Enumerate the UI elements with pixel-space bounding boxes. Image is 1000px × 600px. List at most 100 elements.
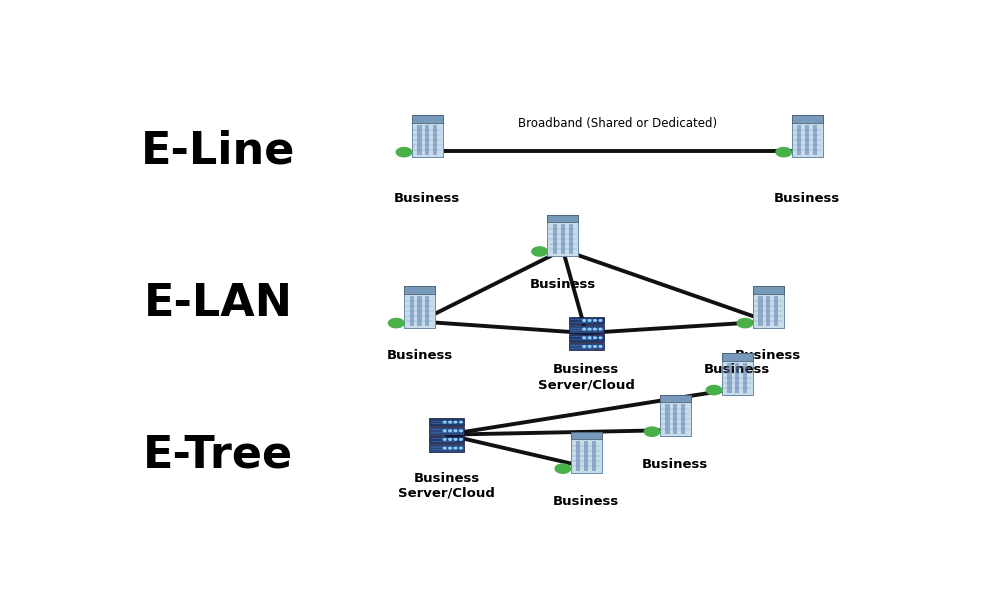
Bar: [660, 395, 691, 402]
Circle shape: [396, 148, 412, 157]
Bar: [753, 286, 784, 328]
Circle shape: [443, 439, 446, 440]
Circle shape: [644, 427, 660, 436]
Circle shape: [599, 346, 602, 347]
Bar: [722, 353, 753, 361]
Circle shape: [594, 346, 596, 347]
Text: Business: Business: [386, 349, 453, 362]
Bar: [774, 296, 778, 326]
Bar: [429, 427, 464, 434]
Bar: [727, 362, 732, 392]
Circle shape: [588, 337, 591, 338]
Circle shape: [588, 346, 591, 347]
Bar: [805, 125, 809, 155]
Circle shape: [599, 337, 602, 338]
Text: Business
Server/Cloud: Business Server/Cloud: [398, 472, 495, 500]
Bar: [797, 125, 801, 155]
Circle shape: [460, 430, 462, 431]
Bar: [569, 325, 604, 333]
Bar: [412, 115, 443, 157]
Circle shape: [460, 447, 462, 449]
Bar: [665, 404, 670, 434]
Circle shape: [443, 447, 446, 449]
Circle shape: [454, 421, 457, 423]
Text: Business: Business: [642, 458, 708, 471]
Text: Business: Business: [735, 349, 801, 362]
Circle shape: [449, 430, 452, 431]
Bar: [569, 343, 604, 350]
Text: Business: Business: [394, 192, 460, 205]
Bar: [792, 115, 822, 157]
Bar: [425, 296, 429, 326]
Text: Business: Business: [530, 278, 596, 290]
Circle shape: [594, 320, 596, 322]
Circle shape: [454, 430, 457, 431]
Circle shape: [588, 320, 591, 322]
Bar: [569, 317, 604, 325]
Circle shape: [599, 320, 602, 322]
Bar: [412, 115, 443, 122]
Circle shape: [449, 439, 452, 440]
Bar: [561, 224, 565, 254]
Circle shape: [583, 320, 586, 322]
Circle shape: [706, 385, 722, 395]
Bar: [673, 404, 677, 434]
Bar: [792, 115, 822, 122]
Bar: [547, 215, 578, 256]
Text: Business: Business: [704, 363, 770, 376]
Bar: [569, 224, 573, 254]
Text: E-Tree: E-Tree: [143, 434, 293, 477]
Circle shape: [443, 421, 446, 423]
Circle shape: [583, 346, 586, 347]
Bar: [429, 436, 464, 443]
Bar: [584, 441, 588, 471]
Circle shape: [776, 148, 792, 157]
Bar: [681, 404, 685, 434]
Bar: [766, 296, 770, 326]
Circle shape: [449, 421, 452, 423]
Bar: [425, 125, 429, 155]
Circle shape: [454, 439, 457, 440]
Bar: [571, 431, 602, 473]
Bar: [417, 296, 422, 326]
Circle shape: [555, 464, 571, 473]
Circle shape: [737, 319, 753, 328]
Circle shape: [588, 328, 591, 330]
Bar: [429, 444, 464, 452]
Text: Business: Business: [553, 495, 619, 508]
Circle shape: [460, 439, 462, 440]
Text: Business: Business: [774, 192, 840, 205]
Bar: [569, 334, 604, 341]
Circle shape: [594, 328, 596, 330]
Text: Broadband (Shared or Dedicated): Broadband (Shared or Dedicated): [518, 117, 717, 130]
Circle shape: [594, 337, 596, 338]
Text: E-Line: E-Line: [141, 129, 295, 172]
Bar: [547, 215, 578, 222]
Circle shape: [583, 328, 586, 330]
Circle shape: [532, 247, 547, 256]
Bar: [553, 224, 557, 254]
Circle shape: [443, 430, 446, 431]
Bar: [429, 418, 464, 426]
Text: Business
Server/Cloud: Business Server/Cloud: [538, 363, 635, 391]
Bar: [758, 296, 763, 326]
Bar: [576, 441, 580, 471]
Circle shape: [599, 328, 602, 330]
Circle shape: [460, 421, 462, 423]
Bar: [433, 125, 437, 155]
Text: E-LAN: E-LAN: [144, 281, 292, 325]
Bar: [753, 286, 784, 293]
Circle shape: [583, 337, 586, 338]
Circle shape: [454, 447, 457, 449]
Bar: [660, 395, 691, 436]
Bar: [592, 441, 596, 471]
Bar: [571, 431, 602, 439]
Bar: [404, 286, 435, 293]
Bar: [743, 362, 747, 392]
Bar: [722, 353, 753, 395]
Bar: [410, 296, 414, 326]
Circle shape: [449, 447, 452, 449]
Bar: [404, 286, 435, 328]
Circle shape: [388, 319, 404, 328]
Bar: [417, 125, 422, 155]
